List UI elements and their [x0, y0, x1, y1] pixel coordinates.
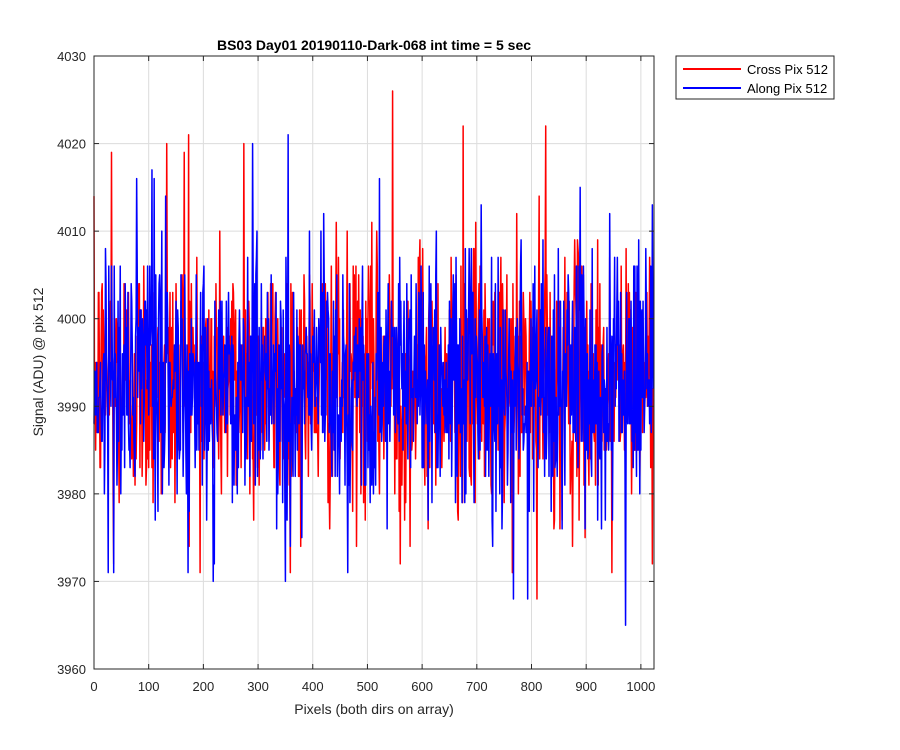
- y-tick-label: 4010: [57, 224, 86, 239]
- tick-labels: 0 100 200 300 400 500 600 700 800 900 1000 3960 3970…: [57, 49, 655, 694]
- x-tick-label: 500: [357, 679, 379, 694]
- legend-label-cross: Cross Pix 512: [747, 62, 828, 77]
- x-tick-label: 800: [521, 679, 543, 694]
- x-tick-label: 300: [247, 679, 269, 694]
- chart-title: BS03 Day01 20190110-Dark-068 int time = …: [217, 37, 531, 53]
- x-axis-label: Pixels (both dirs on array): [294, 701, 454, 717]
- y-tick-label: 3980: [57, 487, 86, 502]
- y-tick-label: 4030: [57, 49, 86, 64]
- legend-box: [675, 55, 835, 100]
- y-tick-label: 4020: [57, 137, 86, 152]
- x-tick-label: 1000: [626, 679, 655, 694]
- y-axis-label: Signal (ADU) @ pix 512: [30, 287, 46, 436]
- axes-box: [93, 55, 655, 670]
- legend: Cross Pix 512 Along Pix 512: [675, 55, 835, 100]
- series-layer: [93, 90, 655, 626]
- x-tick-label: 900: [575, 679, 597, 694]
- x-tick-label: 200: [193, 679, 215, 694]
- x-tick-label: 400: [302, 679, 324, 694]
- y-tick-label: 3970: [57, 574, 86, 589]
- y-tick-label: 3960: [57, 662, 86, 677]
- y-tick-label: 4000: [57, 312, 86, 327]
- y-tick-label: 3990: [57, 399, 86, 414]
- legend-label-along: Along Pix 512: [747, 81, 827, 96]
- series-line-along-pix-512: [93, 134, 655, 626]
- x-tick-label: 0: [90, 679, 97, 694]
- x-tick-label: 700: [466, 679, 488, 694]
- ticks: [93, 55, 654, 670]
- x-tick-label: 600: [411, 679, 433, 694]
- x-tick-label: 100: [138, 679, 160, 694]
